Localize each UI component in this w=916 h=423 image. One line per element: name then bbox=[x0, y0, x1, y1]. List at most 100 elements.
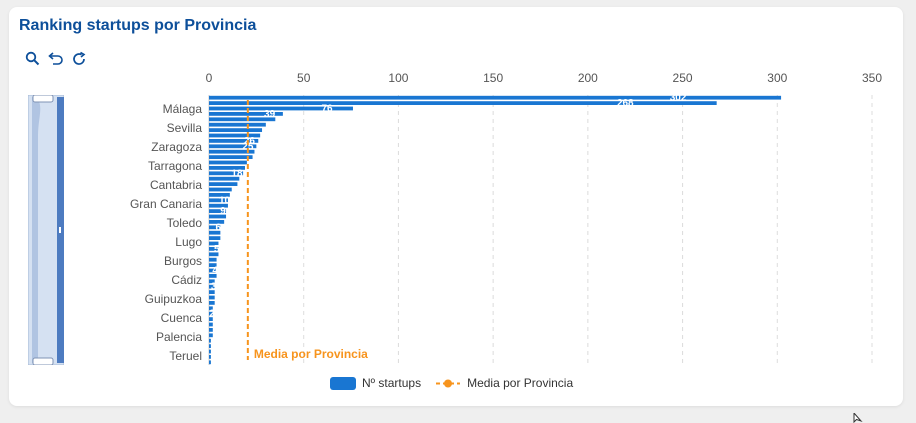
bar[interactable] bbox=[209, 328, 213, 332]
chart-card bbox=[9, 7, 903, 406]
mouse-cursor-icon bbox=[853, 413, 863, 423]
bar[interactable] bbox=[209, 160, 247, 165]
bar[interactable] bbox=[209, 257, 217, 262]
bar[interactable] bbox=[209, 349, 211, 354]
data-label: 9 bbox=[220, 206, 226, 217]
y-category-label: Tarragona bbox=[148, 159, 202, 173]
bar[interactable] bbox=[209, 149, 255, 154]
y-category-label: Burgos bbox=[164, 254, 202, 268]
bar[interactable] bbox=[209, 268, 217, 273]
y-category-label: Málaga bbox=[163, 102, 203, 116]
refresh-icon[interactable] bbox=[70, 50, 87, 67]
bar[interactable] bbox=[209, 360, 211, 365]
undo-icon[interactable] bbox=[47, 50, 64, 67]
bar[interactable] bbox=[209, 193, 230, 197]
x-tick-label: 300 bbox=[767, 71, 787, 85]
bar[interactable] bbox=[209, 284, 215, 289]
bar[interactable] bbox=[209, 182, 238, 186]
bar[interactable] bbox=[209, 301, 215, 305]
zoom-handle-top[interactable] bbox=[32, 94, 54, 103]
bar[interactable] bbox=[209, 230, 221, 235]
data-label: 2 bbox=[209, 309, 215, 320]
x-tick-label: 150 bbox=[483, 71, 503, 85]
bar[interactable] bbox=[209, 355, 211, 359]
legend-label-startups: Nº startups bbox=[362, 376, 422, 390]
bar[interactable] bbox=[209, 274, 217, 278]
y-category-label: Gran Canaria bbox=[130, 197, 202, 211]
y-category-label: Lugo bbox=[175, 235, 202, 249]
y-category-label: Teruel bbox=[169, 349, 202, 363]
bar[interactable] bbox=[209, 95, 782, 100]
x-tick-label: 50 bbox=[297, 71, 311, 85]
bar[interactable] bbox=[209, 247, 219, 251]
y-category-label: Cuenca bbox=[161, 311, 203, 325]
bar[interactable] bbox=[209, 220, 225, 224]
data-label: 26 bbox=[244, 136, 256, 147]
bar[interactable] bbox=[209, 225, 221, 230]
bar[interactable] bbox=[209, 171, 244, 176]
x-tick-label: 200 bbox=[578, 71, 598, 85]
bar[interactable] bbox=[209, 128, 263, 132]
data-label: 10 bbox=[219, 195, 231, 206]
y-category-label: Cádiz bbox=[171, 273, 202, 287]
legend-item-startups[interactable]: Nº startups bbox=[330, 376, 421, 390]
bar[interactable] bbox=[209, 166, 245, 170]
bar[interactable] bbox=[209, 144, 257, 149]
bar[interactable] bbox=[209, 101, 717, 105]
x-tick-label: 250 bbox=[673, 71, 693, 85]
bar[interactable] bbox=[209, 122, 266, 127]
bar[interactable] bbox=[209, 279, 215, 284]
y-category-label: Toledo bbox=[167, 216, 203, 230]
bar[interactable] bbox=[209, 306, 213, 311]
bar[interactable] bbox=[209, 203, 228, 208]
y-category-label: Sevilla bbox=[167, 121, 203, 135]
x-tick-label: 100 bbox=[388, 71, 408, 85]
bar[interactable] bbox=[209, 155, 253, 159]
data-label: 76 bbox=[321, 104, 333, 115]
bar[interactable] bbox=[209, 176, 240, 181]
bar[interactable] bbox=[209, 241, 219, 246]
bar[interactable] bbox=[209, 112, 283, 116]
chart-legend: Nº startups Media por Provincia bbox=[330, 376, 573, 390]
search-icon[interactable] bbox=[24, 50, 41, 67]
bar[interactable] bbox=[209, 133, 261, 138]
data-label: 4 bbox=[212, 266, 218, 277]
bar[interactable] bbox=[209, 338, 211, 343]
legend-item-mean[interactable]: Media por Provincia bbox=[435, 376, 573, 390]
bar[interactable] bbox=[209, 209, 227, 213]
bar[interactable] bbox=[209, 263, 217, 267]
bar[interactable] bbox=[209, 106, 353, 111]
data-label: 39 bbox=[264, 109, 276, 120]
data-label: 5 bbox=[214, 244, 220, 255]
x-tick-label: 0 bbox=[206, 71, 213, 85]
bar[interactable] bbox=[209, 311, 213, 316]
y-category-label: Zaragoza bbox=[151, 140, 202, 154]
legend-label-mean: Media por Provincia bbox=[467, 376, 574, 390]
datazoom-slider[interactable] bbox=[27, 94, 65, 366]
y-category-label: Cantabria bbox=[150, 178, 202, 192]
bar[interactable] bbox=[209, 252, 219, 257]
bar[interactable] bbox=[209, 236, 221, 240]
chart-title: Ranking startups por Provincia bbox=[19, 17, 257, 34]
bar[interactable] bbox=[209, 317, 213, 321]
legend-swatch-mean bbox=[436, 379, 461, 387]
mean-label: Media por Provincia bbox=[254, 347, 368, 361]
bar[interactable] bbox=[209, 117, 276, 122]
bar[interactable] bbox=[209, 139, 259, 143]
y-category-label: Guipuzkoa bbox=[145, 292, 203, 306]
bar[interactable] bbox=[209, 214, 227, 219]
bar[interactable] bbox=[209, 187, 232, 192]
chart-toolbar bbox=[24, 50, 87, 67]
x-tick-label: 350 bbox=[862, 71, 882, 85]
bar[interactable] bbox=[209, 322, 213, 327]
legend-swatch-startups bbox=[330, 376, 356, 390]
bar[interactable] bbox=[209, 295, 215, 300]
bar[interactable] bbox=[209, 198, 228, 203]
data-label: 268 bbox=[617, 98, 634, 109]
bar[interactable] bbox=[209, 344, 211, 348]
bar[interactable] bbox=[209, 290, 215, 294]
data-label: 18 bbox=[231, 168, 243, 179]
data-label: 6 bbox=[216, 222, 222, 233]
bar[interactable] bbox=[209, 333, 213, 338]
